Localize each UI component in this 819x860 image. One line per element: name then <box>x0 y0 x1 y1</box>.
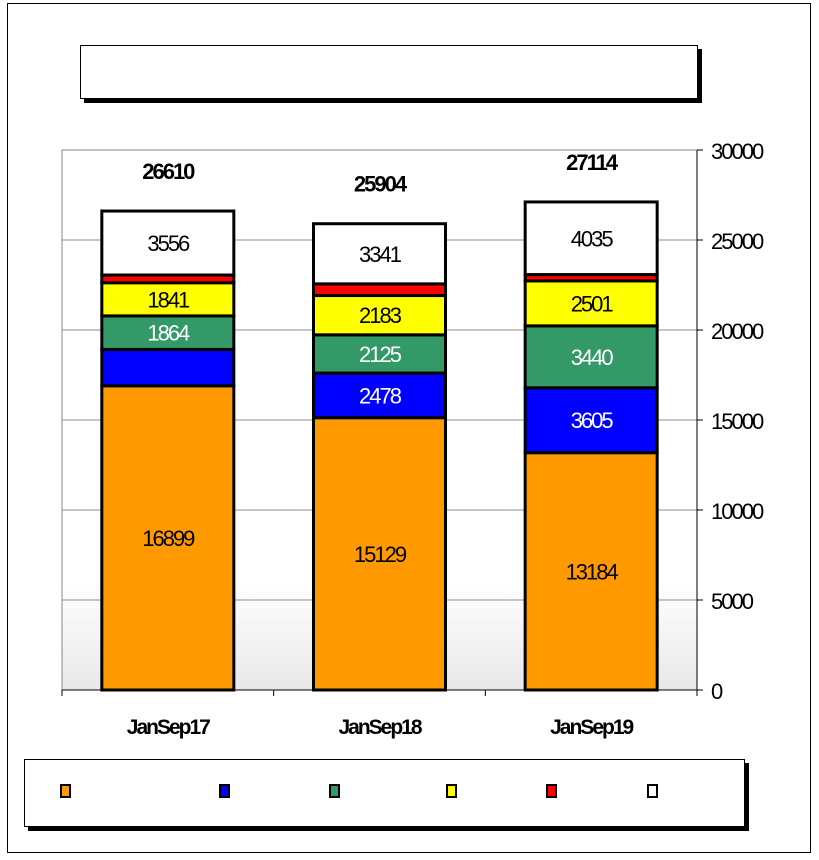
data-label: 2478 <box>359 383 402 408</box>
bar-segment <box>523 279 659 328</box>
bar-segment <box>312 222 447 286</box>
data-label: 4035 <box>571 226 614 251</box>
data-label: 3440 <box>571 345 614 370</box>
bar-segment <box>523 386 659 455</box>
y-tick-label: 20000 <box>711 319 764 344</box>
legend-swatch <box>329 784 340 798</box>
bar-segment <box>100 281 236 318</box>
bar-segment <box>312 333 447 375</box>
data-label: 2501 <box>571 291 614 316</box>
legend-swatch <box>219 784 230 798</box>
bar-segment <box>312 416 447 692</box>
data-label: 3605 <box>571 408 614 433</box>
x-tick-label: JanSep18 <box>338 716 422 739</box>
bar-segment <box>100 209 236 277</box>
bar-segment <box>312 282 447 298</box>
data-label: 1864 <box>147 321 190 346</box>
y-tick-label: 5000 <box>711 589 754 614</box>
y-tick-label: 25000 <box>711 229 764 254</box>
bar-segment <box>100 384 236 692</box>
data-label: 16899 <box>142 526 195 551</box>
total-label: 26610 <box>142 159 195 184</box>
x-tick-label: JanSep17 <box>127 716 210 739</box>
legend-swatch <box>446 784 457 798</box>
legend <box>24 759 745 827</box>
legend-swatch <box>60 784 71 798</box>
legend-swatch <box>546 784 557 798</box>
data-label: 2183 <box>359 303 402 328</box>
data-label: 15129 <box>354 542 407 567</box>
y-tick-label: 10000 <box>711 499 764 524</box>
legend-swatch <box>647 784 658 798</box>
bar-segment <box>523 200 659 277</box>
x-tick-label: JanSep19 <box>550 716 633 739</box>
y-tick-label: 30000 <box>711 139 764 164</box>
chart-title-box <box>80 45 698 99</box>
bar-segment <box>100 347 236 388</box>
data-label: 3556 <box>147 231 190 256</box>
bar-segment <box>312 294 447 337</box>
bar-segment <box>523 451 659 692</box>
y-tick-label: 0 <box>711 679 723 704</box>
data-label: 13184 <box>566 559 619 584</box>
data-label: 3341 <box>359 242 402 267</box>
total-label: 25904 <box>354 172 408 197</box>
total-label: 27114 <box>566 150 619 175</box>
data-label: 1841 <box>147 287 190 312</box>
data-label: 2125 <box>359 342 402 367</box>
y-tick-label: 15000 <box>711 409 764 434</box>
